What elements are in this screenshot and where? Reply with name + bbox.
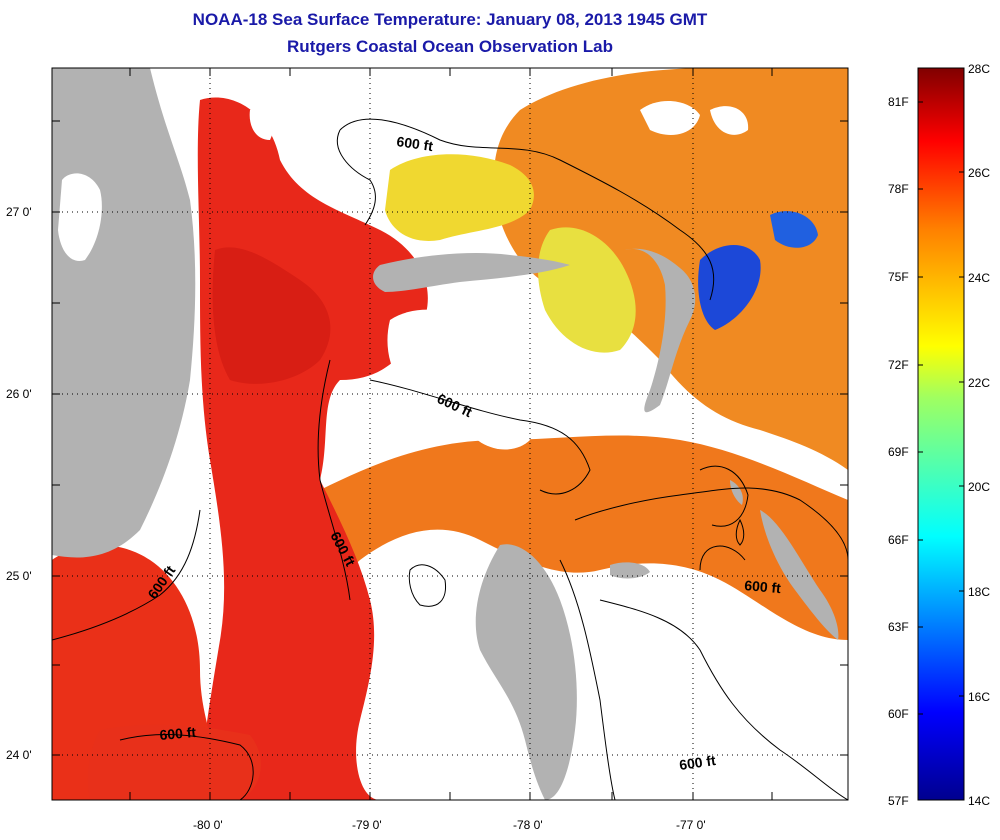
sst-region-yellow-east xyxy=(538,227,636,353)
colorbar-label-c: 22C xyxy=(968,376,991,390)
lon-label: -80 0' xyxy=(193,818,223,832)
axis-ticks xyxy=(52,68,848,800)
lat-label: 24 0' xyxy=(6,748,32,762)
contour-label: 600 ft xyxy=(159,724,197,743)
colorbar-label-c: 14C xyxy=(968,794,991,808)
colorbar-label-f: 60F xyxy=(888,707,909,721)
land-eleuthera xyxy=(760,510,839,640)
lat-label: 26 0' xyxy=(6,387,32,401)
colorbar-label-c: 18C xyxy=(968,585,991,599)
sst-region-gulfstream-core xyxy=(212,247,331,384)
lon-label: -77 0' xyxy=(676,818,706,832)
lon-label: -79 0' xyxy=(352,818,382,832)
chart-title: NOAA-18 Sea Surface Temperature: January… xyxy=(192,10,708,29)
lat-label: 27 0' xyxy=(6,205,32,219)
land-andros xyxy=(475,544,577,800)
contour-label: 600 ft xyxy=(744,577,782,596)
sst-region-cold xyxy=(698,245,761,330)
land-exuma xyxy=(730,480,743,505)
sst-region-yellow-north xyxy=(385,154,534,241)
colorbar-label-c: 24C xyxy=(968,271,991,285)
colorbar xyxy=(917,67,965,801)
contour-label: 600 ft xyxy=(678,752,717,773)
colorbar-label-f: 78F xyxy=(888,182,909,196)
colorbar-label-f: 57F xyxy=(888,794,909,808)
graticule xyxy=(52,68,848,800)
colorbar-label-f: 81F xyxy=(888,95,909,109)
chart-subtitle: Rutgers Coastal Ocean Observation Lab xyxy=(287,37,613,56)
lon-label: -78 0' xyxy=(513,818,543,832)
colorbar-label-c: 28C xyxy=(968,62,991,76)
contour-label: 600 ft xyxy=(396,133,435,154)
land-abaco xyxy=(625,248,696,413)
colorbar-label-c: 26C xyxy=(968,166,991,180)
sst-region-central xyxy=(300,435,848,640)
colorbar-label-f: 63F xyxy=(888,620,909,634)
colorbar-label-c: 16C xyxy=(968,690,991,704)
sst-region-south xyxy=(87,724,261,800)
colorbar-label-f: 66F xyxy=(888,533,909,547)
land-grand-bahama xyxy=(373,253,570,292)
depth-contours xyxy=(52,118,848,800)
colorbar-ticks xyxy=(918,101,964,715)
lat-label: 25 0' xyxy=(6,569,32,583)
land-new-providence xyxy=(610,562,650,579)
sst-region-cold-2 xyxy=(770,211,818,248)
lake-okeechobee xyxy=(58,173,102,261)
colorbar-label-c: 20C xyxy=(968,480,991,494)
colorbar-label-f: 69F xyxy=(888,445,909,459)
colorbar-label-f: 75F xyxy=(888,270,909,284)
colorbar-label-f: 72F xyxy=(888,358,909,372)
